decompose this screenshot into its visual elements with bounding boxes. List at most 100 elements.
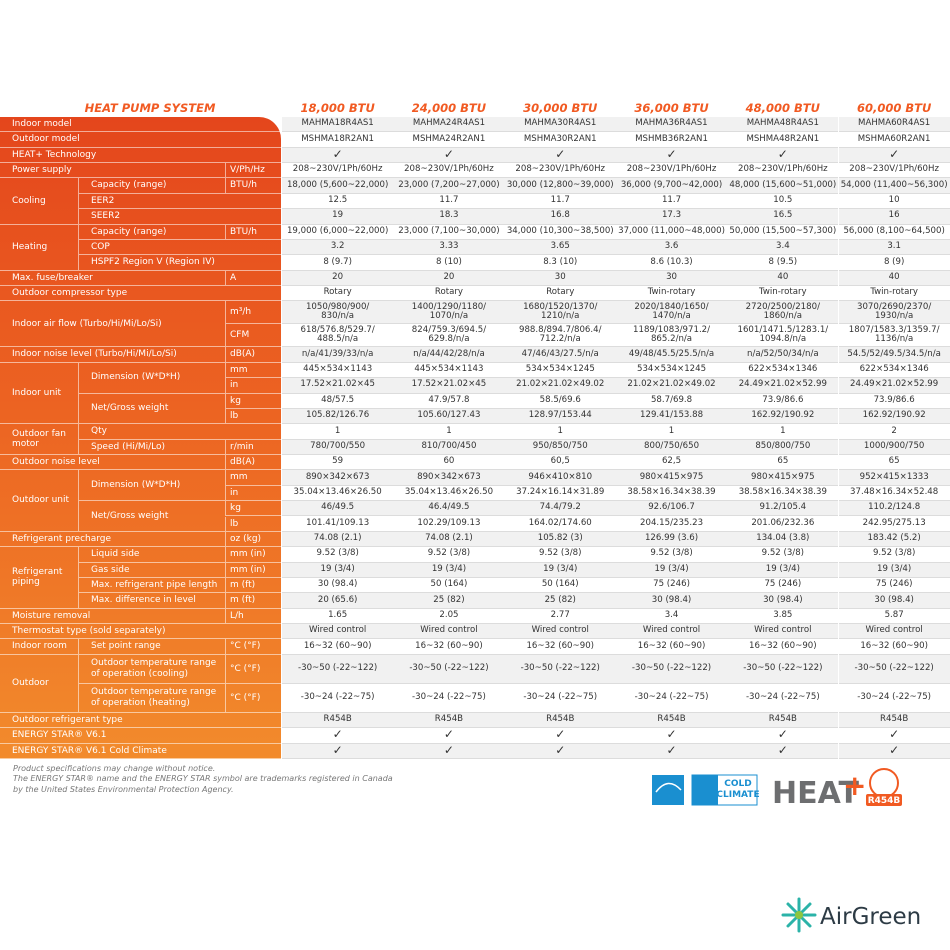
value-cell: 946×410×810 — [504, 470, 616, 486]
value-cell: -30~24 (-22~75) — [615, 683, 728, 713]
value-cell: 850/800/750 — [727, 439, 839, 456]
value-cell: 890×342×673 — [282, 470, 394, 486]
value-cell: 105.82 (3) — [504, 531, 616, 548]
value-cell: 1601/1471.5/1283.1/ 1094.8/n/a — [727, 324, 839, 348]
row-label: Max. difference in level — [78, 593, 225, 609]
value-cell: 534×534×1245 — [504, 362, 616, 379]
value-cell: 73.9/86.6 — [727, 393, 839, 409]
unit-label: m (ft) — [225, 577, 281, 594]
value-cell: 1 — [393, 424, 505, 440]
value-cell: 445×534×1143 — [393, 362, 505, 379]
value-cell: ✓ — [727, 147, 839, 164]
value-cell: 16~32 (60~90) — [727, 639, 839, 655]
value-cell: 30 (98.4) — [727, 593, 839, 609]
unit-label: m (ft) — [225, 593, 281, 609]
value-cell: 54.5/52/49.5/34.5/n/a — [838, 347, 950, 363]
row-label: Indoor noise level (Turbo/Hi/Mi/Lo/Si) — [0, 347, 225, 363]
value-cell: 17.3 — [615, 209, 728, 225]
value-cell: 9.52 (3/8) — [393, 547, 505, 563]
value-cell: 1050/980/900/ 830/n/a — [282, 301, 394, 325]
table-title: HEAT PUMP SYSTEM — [84, 100, 216, 115]
value-cell: 16~32 (60~90) — [393, 639, 505, 655]
column-header: 18,000 BTU — [300, 100, 375, 115]
value-cell: -30~50 (-22~122) — [615, 654, 728, 684]
value-cell: Rotary — [393, 286, 505, 302]
value-cell: 102.29/109.13 — [393, 516, 505, 532]
row-label: Liquid side — [78, 547, 225, 563]
value-cell: 46.4/49.5 — [393, 501, 505, 517]
value-cell: -30~50 (-22~122) — [838, 654, 950, 684]
value-cell: 73.9/86.6 — [838, 393, 950, 409]
value-cell: 11.7 — [615, 193, 728, 210]
value-cell: -30~24 (-22~75) — [727, 683, 839, 713]
value-cell: 128.97/153.44 — [504, 408, 616, 425]
value-cell: 16~32 (60~90) — [615, 639, 728, 655]
value-cell: Wired control — [615, 624, 728, 640]
unit-label: mm (in) — [225, 547, 281, 563]
value-cell: 36,000 (9,700~42,000) — [615, 178, 728, 194]
value-cell: 19 (3/4) — [615, 562, 728, 578]
value-cell: R454B — [727, 712, 839, 729]
value-cell: ✓ — [727, 743, 839, 759]
value-cell: 74.08 (2.1) — [393, 531, 505, 548]
value-cell: 40 — [727, 270, 839, 287]
brand-name: AirGreen — [820, 904, 921, 930]
row-label: Outdoor refrigerant type — [0, 713, 281, 729]
value-cell: 50 (164) — [393, 577, 505, 594]
value-cell: 988.8/894.7/806.4/ 712.2/n/a — [504, 324, 616, 348]
group-label: Indoor unit — [0, 363, 78, 425]
value-cell: 208~230V/1Ph/60Hz — [615, 163, 728, 179]
value-cell: R454B — [282, 712, 394, 729]
value-cell: 952×415×1333 — [838, 470, 950, 486]
unit-label: kg — [225, 501, 281, 517]
row-label: EER2 — [78, 193, 281, 210]
value-cell: 25 (82) — [504, 593, 616, 609]
value-cell: 23,000 (7,200~27,000) — [393, 178, 505, 194]
value-cell: 58.5/69.6 — [504, 393, 616, 409]
row-label: Power supply — [0, 163, 225, 179]
value-cell: 1400/1290/1180/ 1070/n/a — [393, 301, 505, 325]
value-cell: 19 (3/4) — [504, 562, 616, 578]
value-cell: -30~24 (-22~75) — [504, 683, 616, 713]
value-cell: 622×534×1346 — [727, 362, 839, 379]
value-cell: 183.42 (5.2) — [838, 531, 950, 548]
value-cell: Twin-rotary — [838, 286, 950, 302]
value-cell: 8 (9) — [838, 255, 950, 271]
value-cell: 47.9/57.8 — [393, 393, 505, 409]
heat-logo: HEAT — [772, 776, 859, 811]
group-label: Net/Gross weight — [78, 393, 225, 425]
row-label: Capacity (range) — [78, 224, 225, 240]
value-cell: -30~50 (-22~122) — [282, 654, 394, 684]
value-cell: MAHMA24R4AS1 — [393, 117, 505, 133]
value-cell: n/a/41/39/33/n/a — [282, 347, 394, 363]
value-cell: 24.49×21.02×52.99 — [727, 378, 839, 394]
value-cell: 10.5 — [727, 193, 839, 210]
row-label: Gas side — [78, 562, 225, 578]
value-cell: ✓ — [282, 743, 394, 759]
value-cell: 800/750/650 — [615, 439, 728, 456]
value-cell: 30 — [504, 270, 616, 287]
value-cell: ✓ — [838, 147, 950, 164]
value-cell: ✓ — [393, 743, 505, 759]
value-cell: 75 (246) — [838, 577, 950, 594]
value-cell: 1 — [504, 424, 616, 440]
value-cell: ✓ — [838, 727, 950, 744]
value-cell: MSHMA60R2AN1 — [838, 132, 950, 148]
value-cell: 20 (65.6) — [282, 593, 394, 609]
value-cell: MSHMB36R2AN1 — [615, 132, 728, 148]
value-cell: 48/57.5 — [282, 393, 394, 409]
unit-label: °C (°F) — [225, 683, 281, 713]
value-cell: 134.04 (3.8) — [727, 531, 839, 548]
value-cell: 445×534×1143 — [282, 362, 394, 379]
unit-label: mm — [225, 362, 281, 379]
value-cell: 11.7 — [393, 193, 505, 210]
value-cell: -30~24 (-22~75) — [838, 683, 950, 713]
value-cell: 1189/1083/971.2/ 865.2/n/a — [615, 324, 728, 348]
r454b-logo — [869, 768, 899, 798]
value-cell: 60 — [393, 455, 505, 471]
value-cell: 16~32 (60~90) — [282, 639, 394, 655]
value-cell: 74.08 (2.1) — [282, 531, 394, 548]
value-cell: 2.77 — [504, 608, 616, 625]
row-label: SEER2 — [78, 209, 281, 225]
value-cell: ✓ — [282, 727, 394, 744]
